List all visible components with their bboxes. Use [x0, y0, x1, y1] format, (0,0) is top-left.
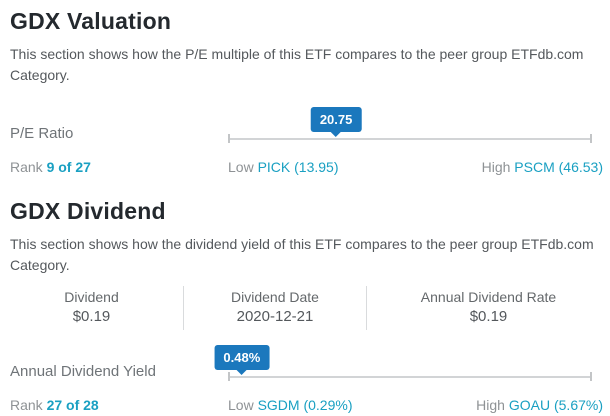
low-ticker-link[interactable]: SGDM (0.29%): [257, 397, 353, 413]
dividend-yield-high: High GOAU (5.67%): [476, 397, 603, 413]
valuation-section: GDX Valuation This section shows how the…: [10, 0, 603, 175]
dividend-stat-value: $0.19: [469, 308, 508, 325]
dividend-yield-metric-row: Annual Dividend Yield 0.48%: [10, 345, 603, 381]
pe-ratio-lowhigh: Low PICK (13.95) High PSCM (46.53): [228, 159, 603, 175]
dividend-stat: Dividend Date 2020-12-21: [183, 286, 366, 330]
dividend-yield-rank-row: Rank 27 of 28 Low SGDM (0.29%) High GOAU…: [10, 397, 603, 413]
dividend-stat-value: 2020-12-21: [236, 308, 314, 325]
high-ticker-link[interactable]: GOAU (5.67%): [508, 397, 603, 413]
high-label: High: [481, 159, 511, 175]
dividend-yield-low: Low SGDM (0.29%): [228, 397, 353, 413]
dividend-stat-value: $0.19: [72, 308, 111, 325]
dividend-stat-label: Dividend Date: [231, 289, 319, 305]
dividend-yield-label-cell: Annual Dividend Yield: [10, 363, 228, 380]
dividend-yield-slider: 0.48%: [214, 345, 592, 381]
pe-ratio-label-cell: P/E Ratio: [10, 125, 228, 142]
pe-ratio-metric-row: P/E Ratio 20.75: [10, 107, 603, 143]
high-label: High: [476, 397, 505, 413]
pe-ratio-label: P/E Ratio: [10, 125, 74, 142]
dividend-stats-row: Dividend $0.19 Dividend Date 2020-12-21 …: [0, 286, 610, 330]
dividend-stat-label: Dividend: [64, 289, 119, 305]
rank-label: Rank: [10, 159, 43, 175]
rank-value: 27 of 28: [46, 397, 99, 413]
valuation-section-title: GDX Valuation: [10, 8, 172, 34]
dividend-section-description: This section shows how the dividend yiel…: [10, 236, 594, 273]
dividend-section-title: GDX Dividend: [10, 198, 166, 224]
rank-label: Rank: [10, 397, 43, 413]
dividend-yield-lowhigh: Low SGDM (0.29%) High GOAU (5.67%): [228, 397, 603, 413]
pe-ratio-slider: 20.75: [228, 107, 592, 143]
dividend-stat: Annual Dividend Rate $0.19: [366, 286, 610, 330]
pe-ratio-value-tooltip: 20.75: [310, 107, 362, 132]
pe-ratio-rank: Rank 9 of 27: [10, 159, 228, 175]
dividend-section: GDX Dividend This section shows how the …: [10, 197, 603, 413]
dividend-stat-label: Annual Dividend Rate: [420, 289, 557, 305]
valuation-section-description: This section shows how the P/E multiple …: [10, 46, 584, 83]
dividend-yield-rank: Rank 27 of 28: [10, 397, 228, 413]
pe-ratio-high: High PSCM (46.53): [482, 159, 603, 175]
high-ticker-link[interactable]: PSCM (46.53): [514, 159, 603, 175]
low-label: Low: [228, 159, 254, 175]
rank-value: 9 of 27: [46, 159, 91, 175]
pe-ratio-low: Low PICK (13.95): [228, 159, 339, 175]
low-ticker-link[interactable]: PICK (13.95): [257, 159, 339, 175]
dividend-yield-value-tooltip: 0.48%: [214, 345, 270, 370]
dividend-yield-slider-track: [228, 372, 592, 381]
low-label: Low: [228, 397, 254, 413]
pe-ratio-rank-row: Rank 9 of 27 Low PICK (13.95) High PSCM …: [10, 159, 603, 175]
dividend-stat: Dividend $0.19: [0, 286, 183, 330]
dividend-yield-label: Annual Dividend Yield: [10, 363, 156, 380]
pe-ratio-slider-track: [228, 134, 592, 143]
